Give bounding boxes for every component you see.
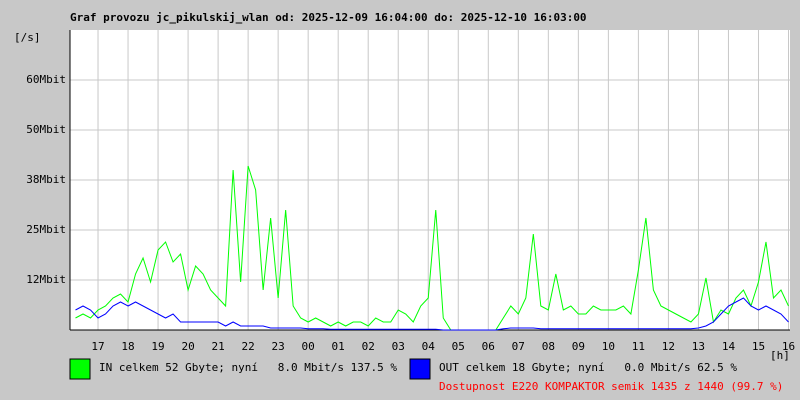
x-axis-label: [h] [770,349,790,362]
series-line [75,165,789,331]
x-tick-label: 16 [782,340,795,353]
series-line [75,297,789,331]
x-tick-label: 11 [632,340,645,353]
x-tick-label: 01 [332,340,345,353]
x-tick-label: 05 [452,340,465,353]
x-tick-label: 14 [722,340,736,353]
x-tick-label: 20 [181,340,194,353]
x-tick-label: 17 [91,340,104,353]
x-tick-label: 13 [692,340,705,353]
x-tick-label: 23 [272,340,285,353]
chart-title: Graf provozu jc_pikulskij_wlan od: 2025-… [70,11,587,24]
x-tick-label: 21 [211,340,224,353]
x-tick-label: 08 [542,340,555,353]
y-axis-label: [/s] [14,31,41,44]
x-tick-label: 10 [602,340,615,353]
legend-label: OUT celkem 18 Gbyte; nyní 0.0 Mbit/s 62.… [439,361,737,374]
x-tick-label: 19 [151,340,164,353]
legend-label: IN celkem 52 Gbyte; nyní 8.0 Mbit/s 137.… [99,361,397,374]
x-tick-label: 15 [752,340,765,353]
x-tick-label: 09 [572,340,585,353]
y-tick-label: 38Mbit [26,173,66,186]
x-tick-label: 04 [422,340,436,353]
y-tick-label: 60Mbit [26,73,66,86]
x-tick-label: 12 [662,340,675,353]
x-tick-label: 00 [302,340,315,353]
x-tick-label: 03 [392,340,405,353]
x-tick-label: 22 [241,340,254,353]
legend-swatch [69,358,91,380]
x-tick-label: 06 [482,340,495,353]
y-tick-label: 25Mbit [26,223,66,236]
x-tick-label: 18 [121,340,134,353]
y-tick-label: 12Mbit [26,273,66,286]
legend-swatch [409,358,431,380]
availability-note: Dostupnost E220 KOMPAKTOR semik 1435 z 1… [439,380,783,393]
y-tick-label: 50Mbit [26,123,66,136]
x-tick-label: 02 [362,340,375,353]
x-tick-label: 07 [512,340,525,353]
